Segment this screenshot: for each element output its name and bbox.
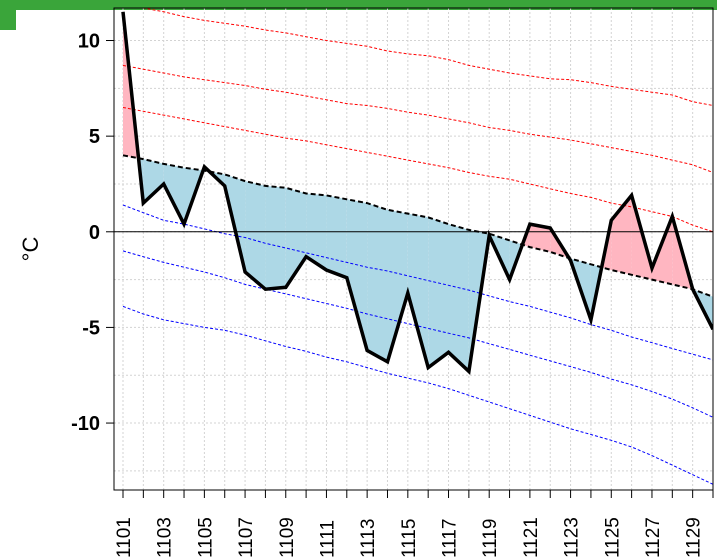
normal-line (122, 154, 713, 298)
below-normal-fill (387, 209, 408, 362)
x-tick-label: 1123 (562, 517, 583, 558)
x-tick-label: 1105 (195, 517, 216, 558)
y-tick-label: -5 (82, 317, 100, 339)
reference-bands (122, 8, 713, 485)
below-normal-fill (326, 195, 347, 278)
x-tick-label: 1109 (277, 517, 298, 558)
below-normal-fill (163, 163, 184, 225)
x-tick-label: 1127 (643, 517, 664, 558)
x-tick-label: 1107 (236, 517, 257, 558)
x-tick-label: 1113 (358, 519, 379, 558)
below-normal-fill (407, 213, 429, 368)
x-tick-label: 1129 (684, 517, 705, 558)
x-tick-label: 1117 (440, 519, 461, 558)
lower-band-line (122, 305, 713, 485)
below-normal-fill (346, 199, 368, 351)
plot-frame (113, 7, 714, 491)
upper-band-line (122, 107, 713, 233)
x-tick-label: 1125 (602, 517, 623, 558)
x-tick-label: 1101 (114, 517, 135, 558)
x-tick-label: 1111 (317, 520, 338, 558)
y-tick-label: 0 (89, 222, 100, 244)
below-normal-fill (448, 224, 469, 372)
top-left-accent-tab (0, 0, 16, 30)
below-normal-fill (367, 203, 388, 362)
upper-band-line (122, 64, 713, 173)
lower-band-line (122, 204, 713, 361)
top-accent-bar (0, 0, 717, 10)
below-normal-fill (143, 159, 164, 204)
x-tick-label: 1103 (155, 517, 176, 558)
y-tick-label: 5 (89, 126, 100, 148)
below-normal-fill (428, 217, 449, 368)
y-axis: 10 5 0 -5 -10 (71, 31, 114, 435)
x-tick-label: 1115 (399, 519, 420, 558)
x-axis: 1101 1103 1105 1107 1109 1111 1113 1115 1117 1119… (114, 490, 714, 558)
x-tick-label: 1121 (521, 517, 542, 558)
observed-line (121, 11, 713, 375)
upper-band-line (140, 8, 713, 106)
above-normal-fill (529, 224, 551, 252)
anomaly-fills (123, 11, 713, 372)
lower-band-line (122, 250, 713, 418)
x-tick-label: 1119 (480, 519, 501, 558)
below-normal-fill (265, 185, 286, 290)
y-axis-label: °C (18, 237, 43, 262)
below-normal-fill (245, 181, 266, 290)
y-tick-label: 10 (78, 31, 100, 53)
y-tick-label: -10 (71, 413, 100, 435)
